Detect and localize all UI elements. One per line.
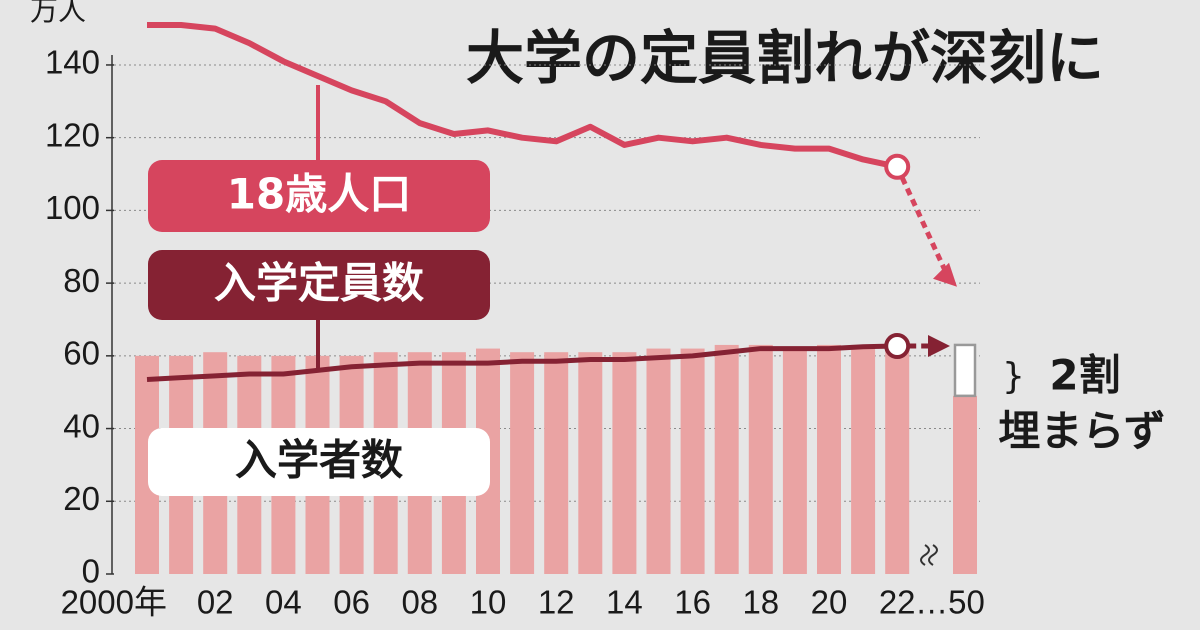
- brace: }: [1002, 356, 1025, 397]
- bar: [817, 344, 841, 574]
- axis-break: [920, 544, 938, 566]
- annotation: 2割: [1049, 351, 1120, 400]
- x-tick-label: 20: [811, 584, 848, 621]
- y-tick-label: 20: [63, 480, 100, 517]
- bar: [714, 344, 739, 574]
- x-tick-label: 12: [538, 584, 575, 621]
- y-tick-label: 100: [45, 189, 100, 226]
- unit-label: 万人: [30, 0, 86, 27]
- label-box: [148, 160, 490, 232]
- chart-title: 大学の定員割れが深刻に: [466, 24, 1104, 92]
- x-tick-label: 22: [879, 584, 916, 621]
- y-tick-label: 140: [45, 44, 100, 81]
- y-tick-label: 80: [63, 262, 100, 299]
- arrow-head: [928, 335, 950, 358]
- bar: [510, 352, 535, 574]
- y-tick-label: 40: [63, 407, 100, 444]
- label-box: [148, 250, 490, 320]
- arrow-head: [933, 262, 957, 287]
- annotation: 埋まらず: [998, 407, 1165, 456]
- y-tick-label: 60: [63, 335, 100, 372]
- bar: [680, 348, 705, 574]
- bar: [782, 348, 807, 574]
- y-tick-label: 0: [82, 553, 100, 590]
- end-marker: [884, 333, 911, 360]
- legend-label: 18歳人口: [227, 170, 411, 219]
- x-tick-label: 2000年: [61, 584, 167, 621]
- bar: [953, 395, 977, 574]
- x-tick-label: 16: [674, 584, 711, 621]
- x-tick-label: 02: [197, 584, 234, 621]
- legend-label: 入学者数: [235, 436, 403, 485]
- label-box: [148, 428, 490, 496]
- bar: [544, 352, 569, 574]
- end-marker: [884, 153, 911, 180]
- line: [146, 343, 898, 382]
- projection-line: [894, 165, 950, 276]
- x-tick-label: 10: [470, 584, 507, 621]
- x-tick-label: 08: [401, 584, 438, 621]
- x-tick-label: 14: [606, 584, 643, 621]
- legend-label: 入学定員数: [214, 259, 424, 308]
- x-tick-label: 04: [265, 584, 302, 621]
- bar: [578, 352, 603, 574]
- unfilled-capacity: [953, 343, 977, 398]
- bar: [748, 344, 773, 574]
- x-tick-label: 06: [333, 584, 370, 621]
- x-tick-label: …50: [915, 584, 985, 621]
- x-tick-label: 18: [742, 584, 779, 621]
- y-tick-label: 120: [45, 116, 100, 153]
- bar: [646, 348, 671, 574]
- line: [147, 21, 898, 170]
- bar: [885, 344, 910, 574]
- bar: [612, 352, 637, 574]
- bar: [851, 344, 876, 574]
